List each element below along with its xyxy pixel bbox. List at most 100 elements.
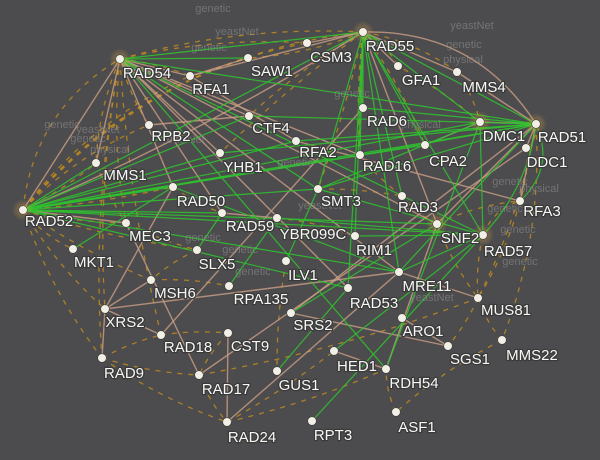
edge-RAD3-RAD16[interactable] — [359, 154, 403, 197]
edge-RAD55-RAD57[interactable] — [362, 31, 484, 236]
node-HED1[interactable] — [329, 346, 339, 356]
edge-RAD24-CST9[interactable] — [226, 332, 229, 423]
edge-MRE11-MUS81[interactable] — [398, 271, 479, 299]
node-MUS81[interactable] — [473, 293, 483, 303]
edge-SGS1-SRS2[interactable] — [290, 312, 449, 347]
edge-MRE11-XRS2[interactable] — [104, 271, 400, 310]
edge-RAD52-MKT1[interactable] — [22, 209, 74, 250]
node-SAW1[interactable] — [243, 53, 253, 63]
edge-HED1-RDH54[interactable] — [333, 350, 387, 370]
edge-RAD55-MMS4[interactable] — [362, 31, 458, 73]
node-CTF4[interactable] — [244, 111, 254, 121]
edge-GUS1-RAD53[interactable] — [276, 287, 349, 372]
edge-RAD51-SMT3[interactable] — [317, 123, 537, 190]
edge-RAD52-RAD50[interactable] — [22, 186, 174, 211]
edge-RAD52-RFA1[interactable] — [22, 75, 191, 211]
node-RAD59[interactable] — [217, 208, 227, 218]
edge-RAD51-SNF2[interactable] — [436, 123, 537, 225]
edge-RAD57-RPT3[interactable] — [311, 234, 484, 422]
edge-RAD17-RAD24[interactable] — [198, 374, 228, 423]
node-ARO1[interactable] — [397, 313, 407, 323]
edge-RAD52-RAD55[interactable] — [22, 31, 364, 211]
node-RAD24[interactable] — [222, 417, 232, 427]
node-MKT1[interactable] — [68, 244, 78, 254]
edge-ILV1-SMT3[interactable] — [285, 188, 319, 262]
edge-RAD55-SNF2[interactable] — [362, 31, 438, 225]
edge-RAD54-RAD18[interactable] — [119, 58, 162, 336]
node-XRS2[interactable] — [100, 304, 110, 314]
node-GUS1[interactable] — [272, 366, 282, 376]
edge-RAD52-RPB2[interactable] — [22, 124, 150, 211]
edge-MEC3-SLX5[interactable] — [125, 222, 198, 251]
edge-DMC1-GFA1[interactable] — [397, 65, 481, 123]
node-RAD6[interactable] — [358, 103, 368, 113]
edge-MMS22-ASF1[interactable] — [395, 339, 503, 413]
node-CPA2[interactable] — [420, 140, 430, 150]
edge-RAD54-RAD52[interactable] — [22, 58, 121, 211]
edge-RAD55-RAD51[interactable] — [362, 31, 537, 125]
edge-DMC1-RDH54[interactable] — [385, 121, 481, 370]
edge-RAD57-MRE11[interactable] — [398, 234, 484, 273]
edge-RAD51-SRS2[interactable] — [290, 123, 537, 314]
edge-RAD55-RAD3[interactable] — [362, 31, 403, 197]
node-CST9[interactable] — [223, 328, 233, 338]
edge-RAD52-SNF2[interactable] — [22, 209, 438, 225]
edge-RAD24-HED1[interactable] — [226, 350, 335, 423]
edge-RAD55-RFA1[interactable] — [189, 31, 364, 77]
node-YBR099C[interactable] — [272, 213, 282, 223]
edge-RAD55-DMC1[interactable] — [362, 31, 481, 123]
node-RAD3[interactable] — [397, 191, 407, 201]
edge-RPA135-YBR099C[interactable] — [228, 217, 278, 287]
node-RPB2[interactable] — [144, 120, 154, 130]
edge-RAD55-SMT3[interactable] — [317, 31, 364, 190]
edge-RAD51-MMS22[interactable] — [501, 123, 538, 341]
node-DMC1[interactable] — [475, 117, 485, 127]
edge-RAD54-YHB1[interactable] — [119, 58, 221, 154]
edge-MUS81-SGS1[interactable] — [447, 297, 479, 347]
node-RAD54[interactable] — [115, 54, 125, 64]
edge-RAD57-HED1[interactable] — [333, 234, 484, 352]
edge-RAD54-RAD59[interactable] — [119, 58, 223, 214]
edge-RAD55-RAD16[interactable] — [359, 31, 364, 156]
edge-RAD52-MEC3[interactable] — [22, 209, 127, 224]
edge-SLX5-RAD59[interactable] — [196, 212, 223, 251]
node-RFA3[interactable] — [515, 196, 525, 206]
edge-RAD57-MUS81[interactable] — [476, 234, 484, 299]
edge-RAD57-YBR099C[interactable] — [276, 217, 484, 236]
node-SRS2[interactable] — [286, 308, 296, 318]
edge-SLX5-MSH6[interactable] — [150, 249, 198, 281]
edge-RAD54-RAD53[interactable] — [119, 58, 349, 289]
edge-RAD51-MMS4[interactable] — [456, 71, 537, 125]
edge-RAD9-RAD17[interactable] — [101, 357, 200, 376]
edge-RPB2-CTF4[interactable] — [148, 115, 250, 126]
edge-RAD50-MRE11[interactable] — [172, 186, 400, 273]
edge-DMC1-SMT3[interactable] — [317, 121, 481, 190]
node-DDC1[interactable] — [521, 143, 531, 153]
edge-XRS2-RAD50[interactable] — [104, 186, 174, 310]
edge-SNF2-SRS2[interactable] — [290, 223, 438, 314]
edge-RAD54-MEC3[interactable] — [115, 58, 127, 224]
edge-RAD52-RAD53[interactable] — [22, 209, 349, 289]
edge-RAD51-MUS81[interactable] — [477, 123, 537, 299]
node-RAD57[interactable] — [478, 230, 488, 240]
edge-RAD54-SAW1[interactable] — [119, 57, 249, 60]
edge-SNF2-RFA3[interactable] — [436, 200, 521, 225]
node-RAD52[interactable] — [18, 205, 28, 215]
edge-RAD9-RAD24[interactable] — [101, 357, 228, 423]
edge-RAD55-RAD6[interactable] — [359, 31, 364, 109]
node-MSH6[interactable] — [146, 275, 156, 285]
edge-RAD51-RAD6[interactable] — [362, 107, 537, 125]
edge-RAD51-MRE11[interactable] — [398, 123, 537, 273]
edge-RAD57-SMT3[interactable] — [317, 188, 484, 236]
edge-RAD54-CSM3[interactable] — [119, 41, 308, 60]
node-RAD16[interactable] — [355, 150, 365, 160]
edge-RAD54-RAD57[interactable] — [119, 58, 484, 236]
edge-RAD55-RAD52[interactable] — [22, 31, 364, 211]
edge-RDH54-SNF2[interactable] — [385, 223, 438, 370]
edge-RFA1-RFA2[interactable] — [189, 75, 297, 142]
edge-RAD50-RAD59[interactable] — [172, 186, 223, 214]
edge-RAD17-MUS81[interactable] — [198, 297, 479, 376]
node-ILV1[interactable] — [281, 256, 291, 266]
edge-RAD54-SNF2[interactable] — [119, 58, 438, 225]
